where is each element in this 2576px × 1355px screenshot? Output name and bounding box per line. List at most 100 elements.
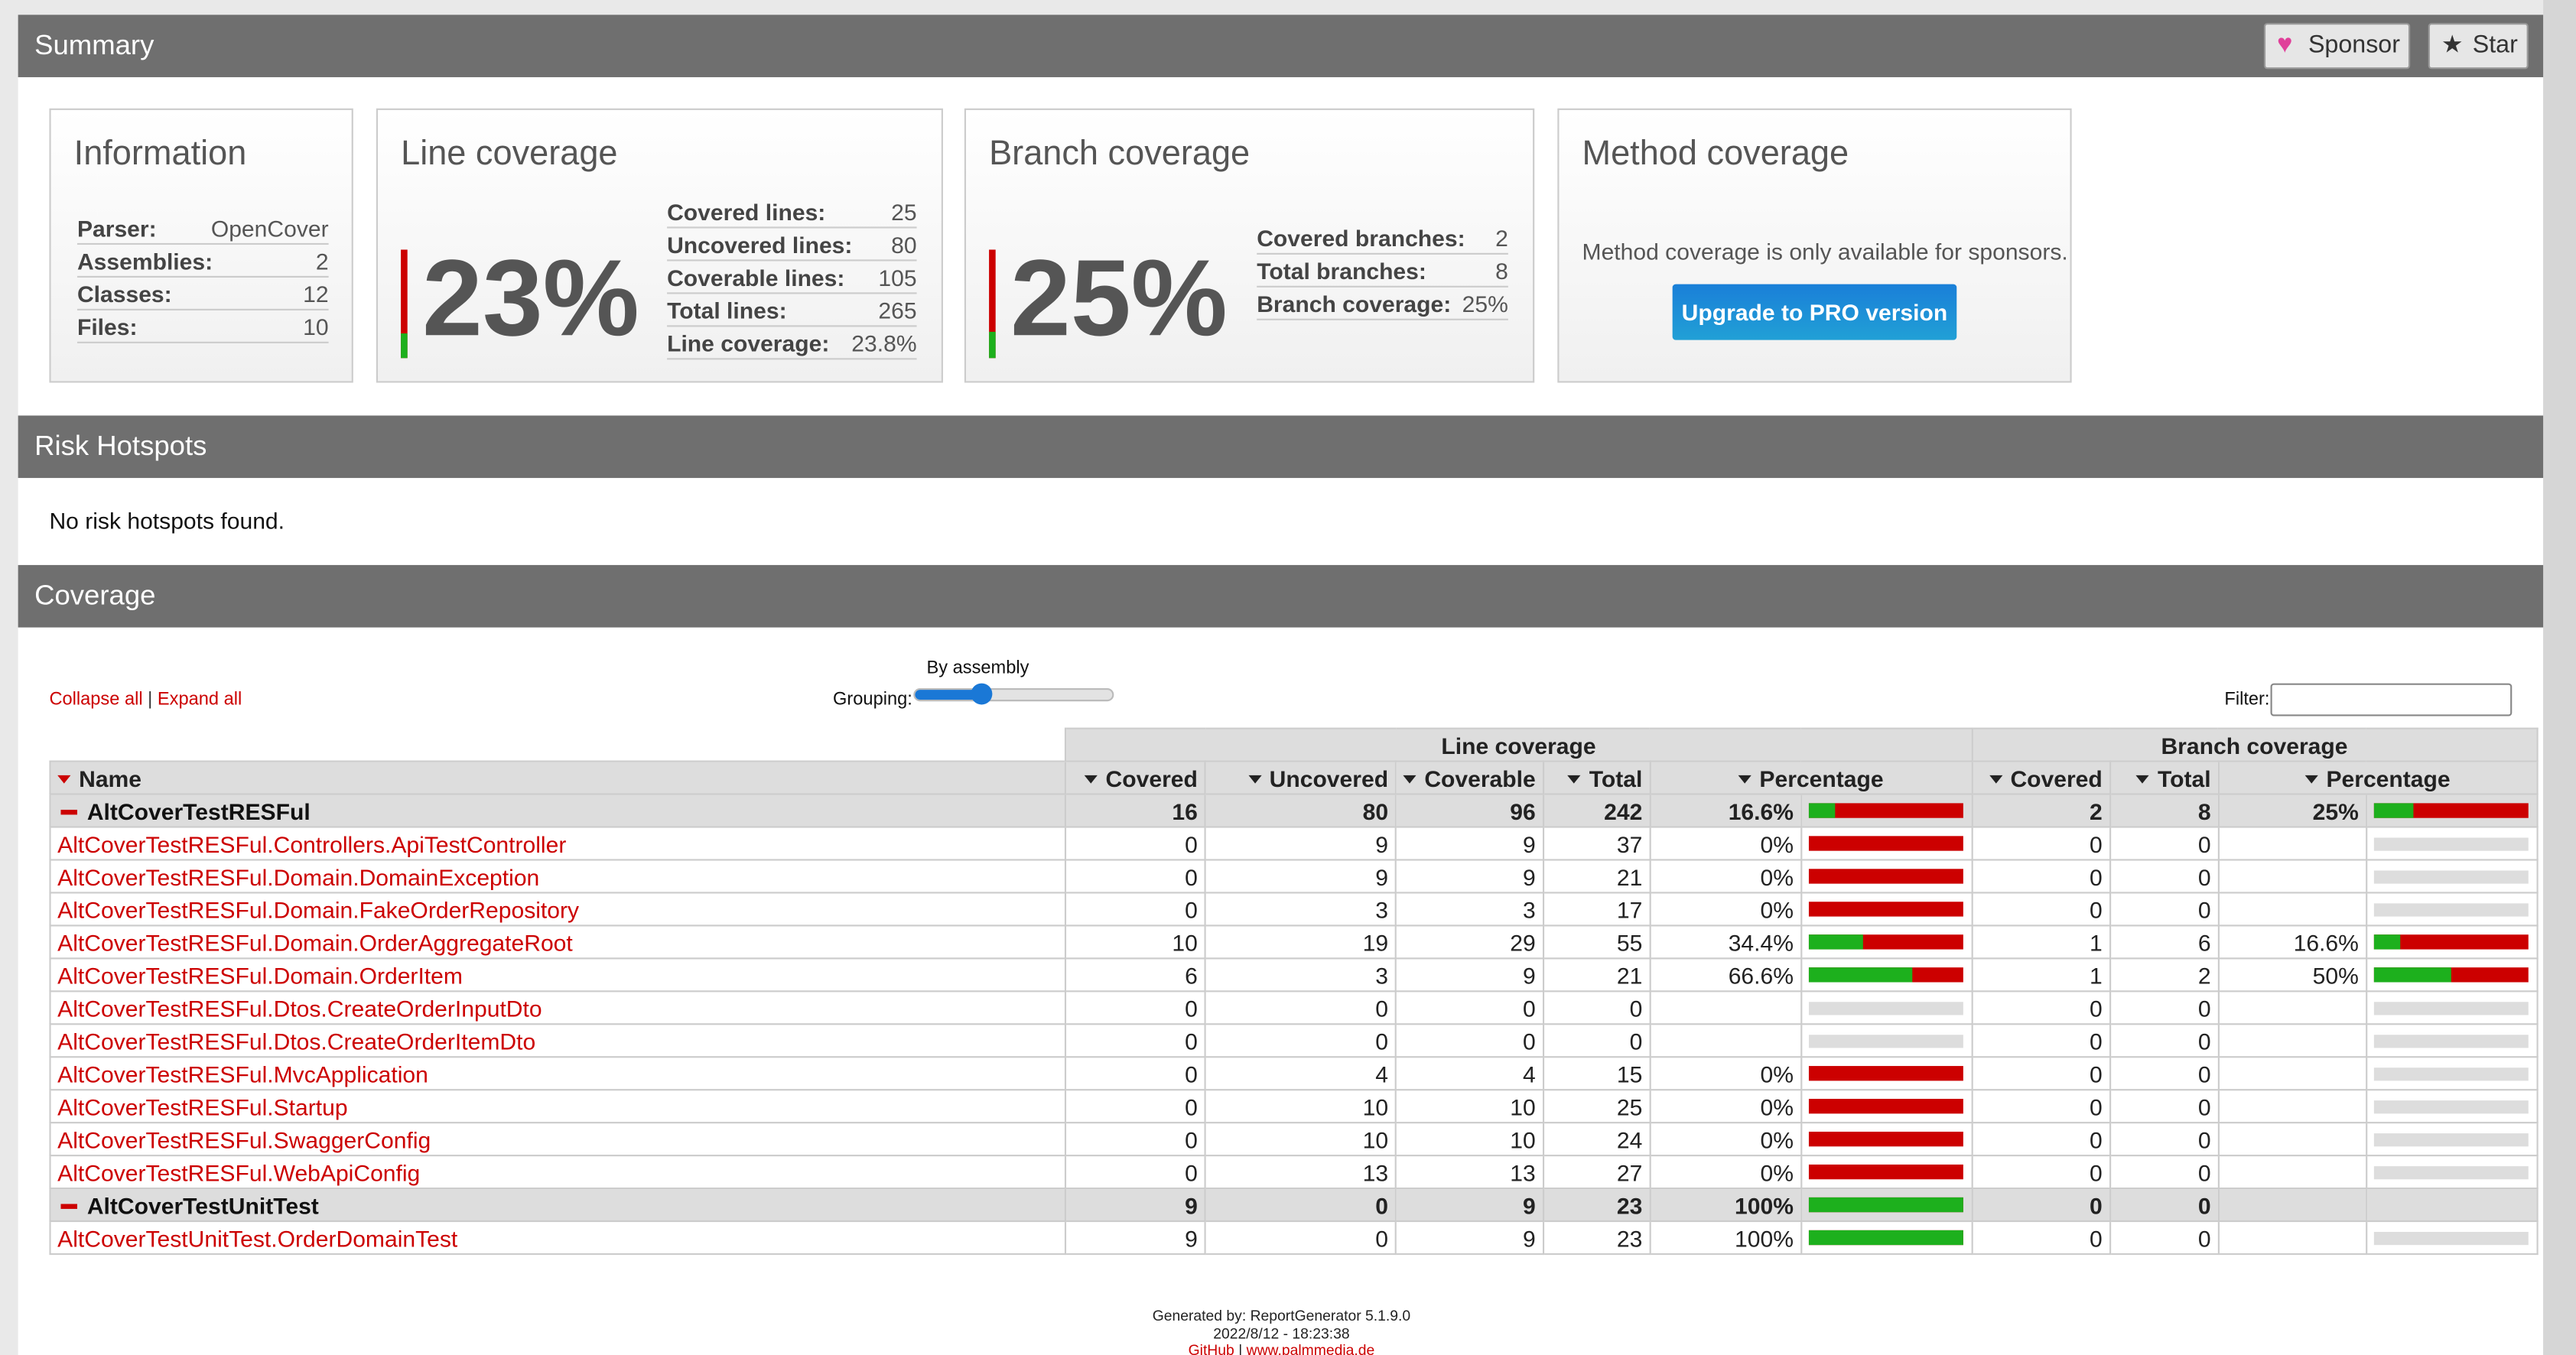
percent-cell: 34.4%	[1648, 924, 1802, 960]
class-link[interactable]: AltCoverTestRESFul.Dtos.CreateOrderItemD…	[57, 1027, 536, 1054]
percent-cell: 0%	[1648, 826, 1802, 861]
name-cell: AltCoverTestRESFul.Domain.OrderItem	[49, 957, 1067, 993]
class-link[interactable]: AltCoverTestRESFul.WebApiConfig	[57, 1158, 421, 1185]
class-link[interactable]: AltCoverTestRESFul.MvcApplication	[57, 1060, 428, 1087]
percent-cell	[1648, 1023, 1802, 1058]
risk-text: No risk hotspots found.	[49, 507, 285, 535]
percent-fill	[2374, 967, 2452, 983]
name-cell: AltCoverTestRESFul.MvcApplication	[49, 1056, 1067, 1091]
number-cell: 0	[1542, 990, 1651, 1025]
number-cell: 2	[1970, 793, 2111, 828]
column-label: Total	[1589, 764, 1643, 791]
stat-row: Branch coverage: 25%	[1257, 288, 1508, 320]
class-link[interactable]: AltCoverTestRESFul.Domain.FakeOrderRepos…	[57, 895, 580, 923]
number-cell: 9	[1064, 1188, 1206, 1223]
number-cell: 0	[1970, 990, 2111, 1025]
number-cell: 0	[2109, 892, 2220, 927]
percent-label: 34.4%	[1728, 928, 1794, 956]
empty-bar	[2374, 1100, 2529, 1113]
stat-label: Classes:	[76, 281, 172, 307]
name-cell: AltCoverTestRESFul.Startup	[49, 1089, 1067, 1124]
column-label: Percentage	[2326, 764, 2451, 791]
class-link[interactable]: AltCoverTestRESFul.Controllers.ApiTestCo…	[57, 830, 567, 857]
sort-arrow[interactable]	[1403, 775, 1416, 785]
sort-arrow[interactable]	[1989, 775, 2002, 785]
bar-cell	[2365, 1023, 2539, 1058]
class-row: AltCoverTestRESFul.Dtos.CreateOrderItemD…	[49, 1023, 2539, 1058]
number-cell: 0	[1204, 990, 1397, 1025]
number-cell: 10	[1204, 1122, 1397, 1157]
sort-arrow[interactable]	[1084, 775, 1098, 785]
number-cell: 1	[1970, 924, 2111, 960]
grouping-slider[interactable]	[913, 683, 1114, 705]
percent-cell: 100%	[1648, 1220, 1802, 1256]
sort-arrow[interactable]	[2304, 775, 2318, 785]
stat-label: Uncovered lines:	[667, 231, 853, 258]
github-link[interactable]: GitHub	[1188, 1341, 1234, 1355]
sort-arrow[interactable]	[1247, 775, 1261, 785]
grouping-value: By assembly	[926, 658, 1029, 679]
name-cell: AltCoverTestRESFul	[49, 793, 1067, 828]
percent-cell: 0%	[1648, 859, 1802, 894]
stat-label: Covered lines:	[667, 198, 826, 226]
number-cell: 3	[1394, 892, 1544, 927]
sponsor-button[interactable]: ♥ Sponsor	[2263, 23, 2411, 70]
coverage-fill	[401, 333, 408, 359]
number-cell: 0	[1394, 990, 1544, 1025]
stat-label: Total lines:	[667, 297, 787, 324]
percent-cell: 16.6%	[1648, 793, 1802, 828]
sort-arrow[interactable]	[1738, 775, 1751, 785]
collapse-all-link[interactable]: Collapse all	[49, 690, 143, 710]
site-link[interactable]: www.palmmedia.de	[1246, 1341, 1375, 1355]
class-link[interactable]: AltCoverTestRESFul.SwaggerConfig	[57, 1126, 431, 1152]
sort-arrow[interactable]	[2136, 775, 2150, 785]
bar-cell	[1800, 924, 1973, 960]
stat-row: Classes: 12	[76, 278, 329, 310]
expand-all-link[interactable]: Expand all	[157, 690, 242, 710]
coverage-bar	[989, 249, 996, 359]
bar-cell	[2365, 957, 2539, 993]
stat-row: Parser: OpenCover	[76, 212, 329, 245]
card-title: Information	[73, 135, 247, 173]
class-link[interactable]: AltCoverTestRESFul.Domain.OrderAggregate…	[57, 928, 573, 956]
coverage-percent: 23%	[422, 236, 639, 359]
summary-header: Summary	[18, 15, 2544, 77]
number-cell: 0	[1064, 892, 1206, 927]
name-cell: AltCoverTestRESFul.Domain.OrderAggregate…	[49, 924, 1067, 960]
class-link[interactable]: AltCoverTestRESFul.Dtos.CreateOrderInput…	[57, 994, 542, 1021]
toggle[interactable]	[60, 1204, 77, 1210]
percent-cell: 0%	[1648, 892, 1802, 927]
number-cell: 23	[1542, 1188, 1651, 1223]
branch-coverage-card: Branch coverage 25% Covered branches: 2 Tota…	[964, 108, 1535, 383]
assembly-row: AltCoverTestRESFul 16 80 96 242 16.6% 2 8 25%	[49, 793, 2539, 828]
percent-label: 100%	[1735, 1191, 1794, 1218]
upgrade-button[interactable]: Upgrade to PRO version	[1672, 284, 1957, 340]
number-cell: 21	[1542, 859, 1651, 894]
bar-cell	[1800, 1023, 1973, 1058]
class-link[interactable]: AltCoverTestRESFul.Domain.DomainExceptio…	[57, 863, 540, 890]
class-link[interactable]: AltCoverTestRESFul.Domain.OrderItem	[57, 961, 463, 989]
column-header-row: Name Covered Uncovered Coverable Total Percen…	[49, 760, 2539, 795]
sort-arrow[interactable]	[1567, 775, 1582, 785]
number-cell: 6	[2109, 924, 2220, 960]
class-row: AltCoverTestRESFul.SwaggerConfig 0 10 10 24 0…	[49, 1122, 2539, 1157]
empty-bar	[2374, 1197, 2529, 1212]
empty-bar	[2374, 1034, 2529, 1048]
number-cell: 16	[1064, 793, 1206, 828]
class-link[interactable]: AltCoverTestUnitTest.OrderDomainTest	[57, 1224, 458, 1251]
filter-input[interactable]	[2270, 683, 2513, 716]
button-label: Star	[2472, 31, 2518, 60]
toggle[interactable]	[60, 810, 77, 816]
class-link[interactable]: AltCoverTestRESFul.Startup	[57, 1093, 348, 1119]
bar-cell	[1800, 1155, 1973, 1190]
star-button[interactable]: ★ Star	[2428, 23, 2529, 70]
number-cell: 0	[1064, 1122, 1206, 1157]
percent-cell: 66.6%	[1648, 957, 1802, 993]
sort-arrow[interactable]	[57, 775, 71, 785]
empty-bar	[2374, 1132, 2529, 1146]
stat-value: 105	[878, 264, 917, 291]
stat-label: Covered branches:	[1257, 225, 1465, 252]
percent-label: 0%	[1760, 895, 1794, 923]
bar-cell	[2365, 1089, 2539, 1124]
name-cell: AltCoverTestRESFul.Dtos.CreateOrderItemD…	[49, 1023, 1067, 1058]
